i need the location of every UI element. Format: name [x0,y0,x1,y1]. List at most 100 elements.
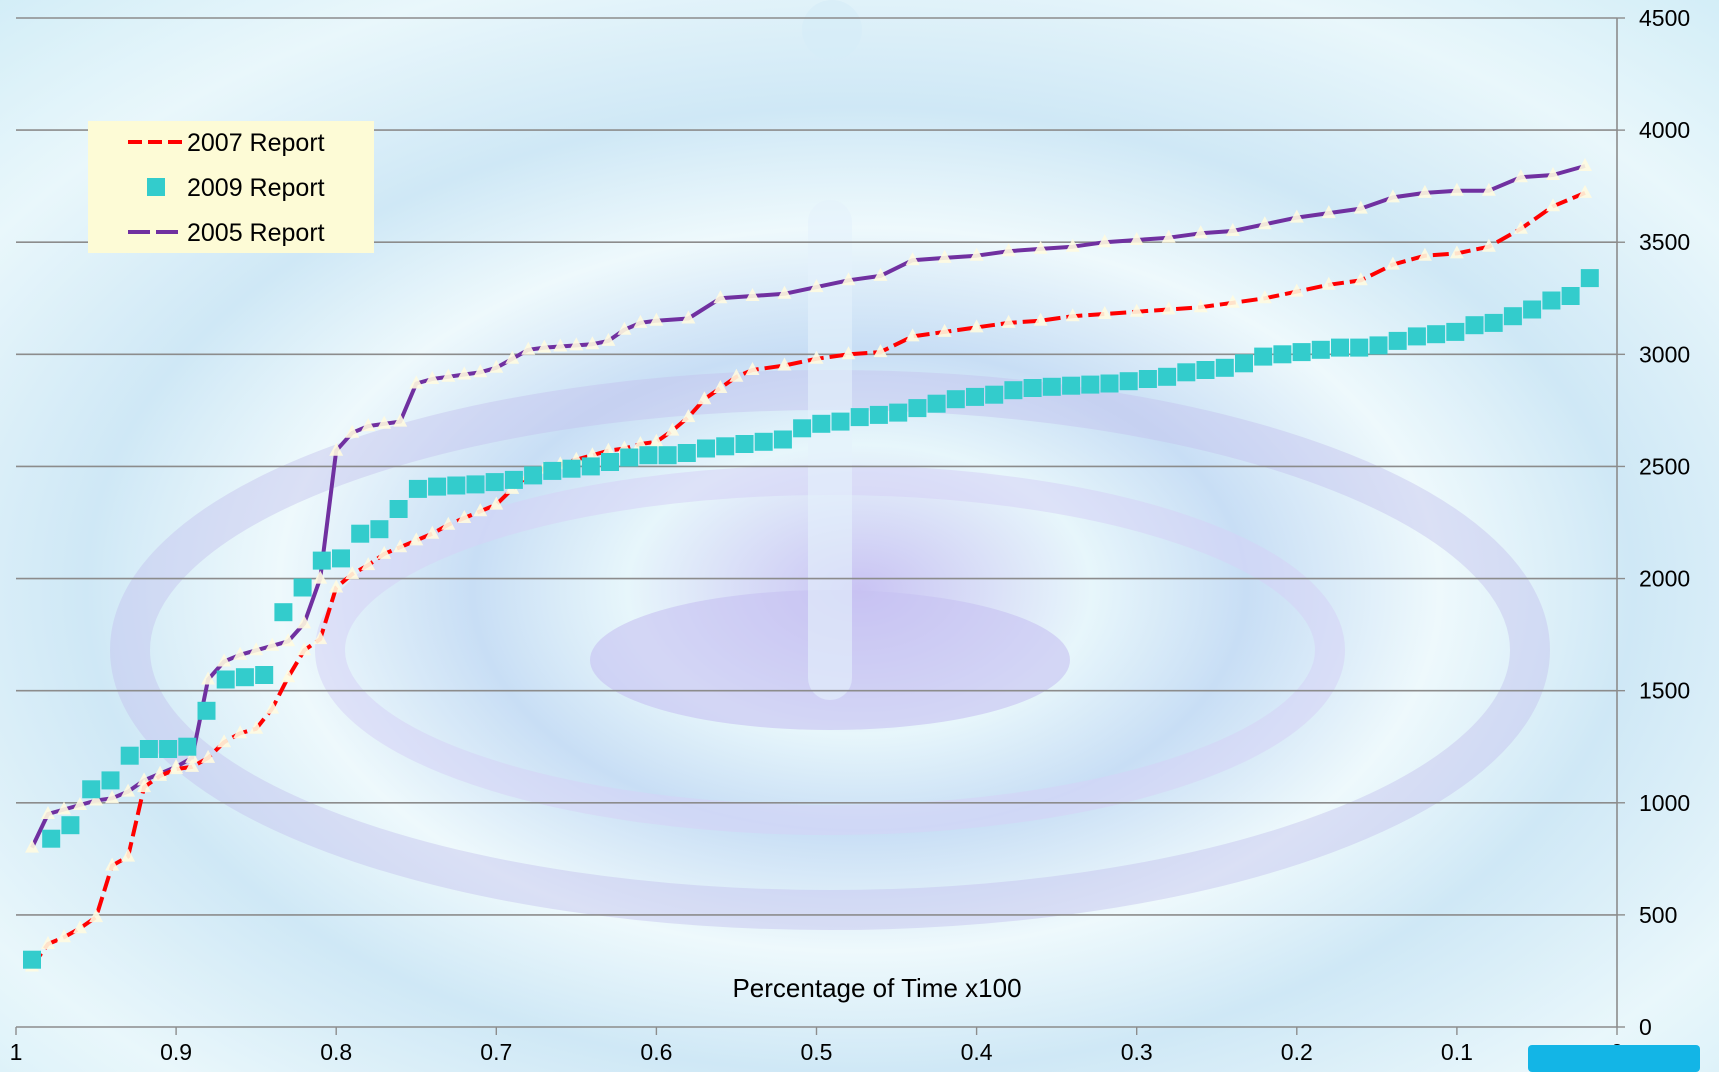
data-point [370,520,389,539]
data-point [601,453,619,471]
x-tick-label: 0.4 [961,1039,993,1065]
data-point [389,500,408,518]
y-tick-label: 2000 [1639,566,1690,592]
data-point [1546,167,1560,180]
data-point [697,439,715,458]
data-point [1257,290,1272,304]
data-point [42,829,61,848]
data-point [457,510,472,523]
data-point [89,792,104,806]
series-2009-report [23,269,1599,969]
data-point [1062,376,1081,395]
data-point [473,503,488,517]
data-point [249,720,264,734]
y-tick-label: 1000 [1639,790,1690,816]
data-point [393,413,408,427]
data-point [265,700,280,714]
data-point [428,477,447,496]
data-point [793,419,812,438]
data-point [345,566,360,580]
data-point [217,734,232,748]
data-point [1001,314,1016,328]
water-column [808,200,852,700]
y-tick-label: 2500 [1639,453,1690,479]
data-point [121,848,136,862]
data-point [361,557,376,571]
data-point [1311,340,1330,359]
data-point [1481,182,1496,196]
data-point [831,412,850,431]
data-point [735,435,754,453]
data-point [1193,225,1208,239]
data-point [777,285,792,299]
data-point [1353,200,1368,214]
data-point [505,350,520,364]
x-tick-label: 1 [10,1039,23,1065]
data-point [169,761,184,775]
data-point [639,446,658,465]
data-point [1350,338,1369,357]
data-point [681,310,696,324]
data-point [1417,184,1432,198]
data-point [297,615,312,629]
data-point [489,359,504,373]
data-point [297,642,312,656]
data-point [1578,184,1592,198]
data-point [293,578,312,597]
data-point [1215,358,1234,377]
corner-badge-box [1528,1045,1700,1072]
legend-swatch [147,178,165,196]
data-point [543,461,562,480]
data-point [504,470,523,489]
data-point [332,549,350,568]
data-point [361,418,376,432]
data-point [1119,372,1138,391]
data-point [1001,243,1016,257]
data-point [57,801,71,815]
data-point [447,476,466,495]
data-point [313,631,328,645]
data-point [1369,336,1388,355]
data-point [101,771,120,790]
data-point [1407,327,1426,346]
data-point [869,405,888,424]
data-point [255,666,274,684]
data-point [1161,301,1176,315]
y-tick-label: 3000 [1639,341,1690,367]
data-point [473,364,488,378]
legend-item: 2005 Report [128,219,325,247]
data-point [137,772,152,786]
data-point [729,368,744,382]
data-point [585,447,600,461]
data-point [1465,316,1484,335]
data-point [73,920,87,934]
data-point [1513,169,1528,183]
data-point [1065,308,1080,322]
data-point [281,633,296,647]
data-point [1446,322,1465,341]
data-point [377,545,392,559]
data-point [457,366,472,380]
water-drop [802,0,862,60]
data-point [329,442,344,456]
x-tick-label: 0.5 [801,1039,833,1065]
data-point [82,780,101,799]
data-point [1023,379,1042,397]
data-point [841,346,856,360]
data-point [409,375,424,389]
data-point [466,475,485,494]
data-point [633,436,648,449]
data-point [1225,223,1240,236]
data-point [441,516,456,530]
data-point [1353,272,1368,286]
data-point [969,319,984,333]
data-point [216,670,235,689]
data-point [25,839,39,853]
data-point [1289,209,1304,223]
data-point [1042,377,1061,396]
data-point [73,797,87,810]
data-point [809,279,824,293]
data-point [1161,229,1176,243]
data-point [633,314,648,328]
